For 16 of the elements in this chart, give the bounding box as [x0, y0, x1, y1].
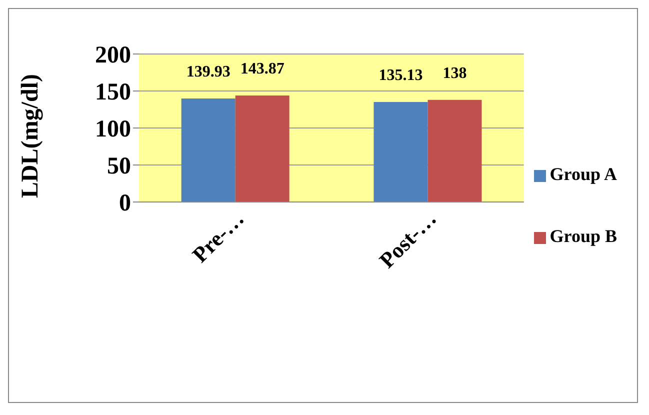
- data-label: 138: [442, 64, 467, 82]
- bar: [181, 98, 236, 202]
- legend-label: Group B: [550, 226, 617, 246]
- y-tick-label: 200: [95, 42, 131, 69]
- y-tick-label: 50: [107, 154, 131, 180]
- bar: [374, 102, 428, 202]
- bar: [428, 100, 482, 202]
- y-tick-label: 150: [95, 80, 131, 106]
- bar: [235, 96, 290, 202]
- legend-label: Group A: [550, 164, 617, 184]
- data-label: 143.87: [240, 60, 284, 78]
- data-label: 139.93: [186, 63, 230, 80]
- data-label: 135.13: [378, 67, 423, 84]
- y-tick-label: 100: [95, 116, 131, 143]
- y-axis-title: LDL(mg/dl): [18, 74, 44, 198]
- y-tick-label: 0: [119, 190, 131, 217]
